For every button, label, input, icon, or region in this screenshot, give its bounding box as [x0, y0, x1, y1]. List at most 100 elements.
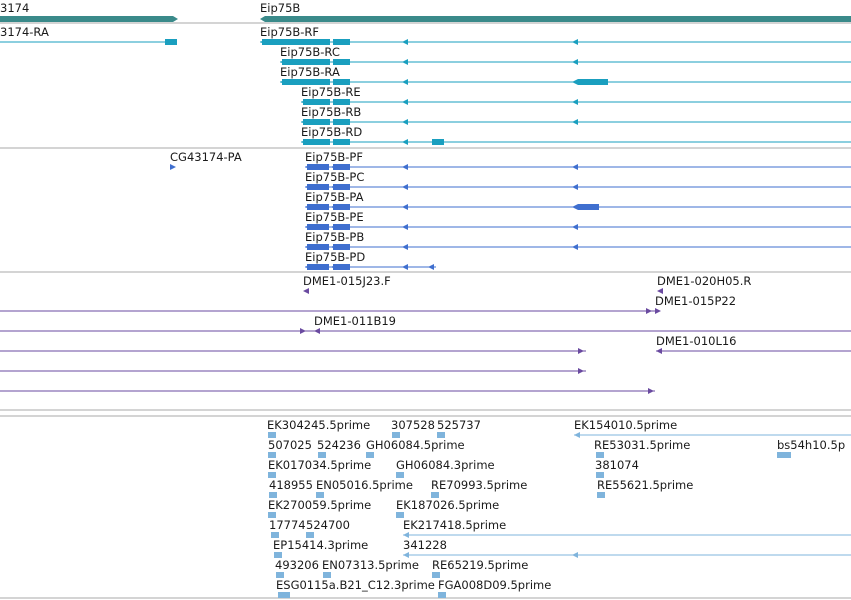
strand-arrow[interactable]	[572, 164, 578, 170]
est-label[interactable]: RE53031.5prime	[594, 438, 691, 452]
est-arrow[interactable]	[431, 492, 437, 498]
protein-label[interactable]: Eip75B-PB	[305, 230, 365, 244]
strand-arrow[interactable]	[301, 99, 307, 105]
clone-label[interactable]: DME1-020H05.R	[657, 274, 752, 288]
exon-block[interactable]	[333, 59, 350, 65]
est-arrow[interactable]	[574, 432, 580, 438]
strand-arrow[interactable]	[170, 164, 176, 170]
est-label[interactable]: GH06084.5prime	[366, 438, 465, 452]
protein-label[interactable]: CG43174-PA	[170, 150, 242, 164]
exon-block[interactable]	[282, 79, 330, 85]
transcript-label[interactable]: Eip75B-RC	[280, 45, 340, 59]
exon-block[interactable]	[333, 99, 350, 105]
exon-block[interactable]	[262, 39, 330, 45]
exon-block[interactable]	[333, 264, 350, 270]
strand-arrow[interactable]	[402, 59, 408, 65]
strand-arrow[interactable]	[656, 348, 662, 354]
strand-arrow[interactable]	[300, 328, 306, 334]
est-arrow[interactable]	[403, 552, 409, 558]
strand-arrow[interactable]	[171, 39, 177, 45]
exon-block[interactable]	[432, 139, 444, 145]
strand-arrow[interactable]	[331, 184, 337, 190]
strand-arrow[interactable]	[572, 224, 578, 230]
est-label[interactable]: 17774	[269, 518, 306, 532]
est-arrow[interactable]	[366, 452, 372, 458]
est-label[interactable]: ESG0115a.B21_C12.3prime	[276, 578, 435, 592]
strand-arrow[interactable]	[402, 244, 408, 250]
est-arrow[interactable]	[596, 452, 602, 458]
exon-block[interactable]	[303, 119, 330, 125]
strand-arrow[interactable]	[572, 119, 578, 125]
est-arrow[interactable]	[316, 492, 322, 498]
est-block[interactable]	[777, 452, 791, 458]
strand-arrow[interactable]	[305, 184, 311, 190]
strand-arrow[interactable]	[305, 244, 311, 250]
clone-label[interactable]: DME1-011B19	[314, 314, 396, 328]
transcript-label[interactable]: Eip75B-RD	[301, 125, 363, 139]
gene-bar[interactable]	[260, 16, 851, 22]
strand-arrow[interactable]	[402, 164, 408, 170]
est-label[interactable]: EK304245.5prime	[267, 418, 371, 432]
exon-block[interactable]	[333, 184, 350, 190]
protein-label[interactable]: Eip75B-PF	[305, 150, 363, 164]
transcript-label[interactable]: Eip75B-RF	[260, 25, 320, 39]
est-label[interactable]: RE55621.5prime	[597, 478, 694, 492]
exon-block[interactable]	[333, 39, 350, 45]
est-arrow[interactable]	[268, 512, 274, 518]
exon-block[interactable]	[333, 139, 350, 145]
strand-arrow[interactable]	[428, 264, 434, 270]
transcript-label[interactable]: Eip75B-RB	[301, 105, 362, 119]
clone-label[interactable]: DME1-010L16	[656, 334, 737, 348]
est-arrow[interactable]	[318, 452, 324, 458]
strand-arrow[interactable]	[331, 264, 337, 270]
strand-arrow[interactable]	[301, 119, 307, 125]
strand-arrow[interactable]	[572, 99, 578, 105]
transcript-label[interactable]: Eip75B-RE	[301, 85, 361, 99]
transcript-label[interactable]: 3174-RA	[0, 25, 49, 39]
est-arrow[interactable]	[437, 432, 443, 438]
est-label[interactable]: RE65219.5prime	[432, 558, 529, 572]
exon-block[interactable]	[333, 79, 350, 85]
est-arrow[interactable]	[306, 532, 312, 538]
strand-arrow[interactable]	[331, 224, 337, 230]
strand-arrow[interactable]	[402, 139, 408, 145]
est-arrow[interactable]	[596, 472, 602, 478]
strand-arrow[interactable]	[402, 204, 408, 210]
est-label[interactable]: EK187026.5prime	[396, 498, 500, 512]
strand-arrow[interactable]	[657, 288, 663, 294]
exon-block[interactable]	[333, 204, 350, 210]
est-label[interactable]: 507025	[268, 438, 312, 452]
exon-block[interactable]	[282, 59, 330, 65]
est-arrow[interactable]	[268, 432, 274, 438]
est-label[interactable]: 381074	[595, 458, 639, 472]
est-label[interactable]: GH06084.3prime	[396, 458, 495, 472]
strand-arrow[interactable]	[331, 204, 337, 210]
est-arrow[interactable]	[432, 572, 438, 578]
est-label[interactable]: EN05016.5prime	[316, 478, 413, 492]
strand-arrow[interactable]	[572, 244, 578, 250]
est-label[interactable]: 307528	[391, 418, 435, 432]
exon-block[interactable]	[307, 224, 329, 230]
est-label[interactable]: EK154010.5prime	[574, 418, 678, 432]
est-arrow[interactable]	[777, 452, 783, 458]
est-label[interactable]: EP15414.3prime	[273, 538, 369, 552]
strand-arrow[interactable]	[280, 79, 286, 85]
est-label[interactable]: 418955	[269, 478, 313, 492]
strand-arrow[interactable]	[305, 224, 311, 230]
strand-arrow[interactable]	[578, 368, 584, 374]
exon-block[interactable]	[333, 119, 350, 125]
exon-block[interactable]	[303, 99, 330, 105]
exon-block[interactable]	[333, 164, 350, 170]
strand-arrow[interactable]	[305, 204, 311, 210]
est-label[interactable]: 524700	[306, 518, 350, 532]
strand-arrow[interactable]	[303, 288, 309, 294]
strand-arrow[interactable]	[655, 308, 661, 314]
exon-block[interactable]	[578, 204, 599, 210]
est-arrow[interactable]	[269, 492, 275, 498]
protein-label[interactable]: Eip75B-PD	[305, 250, 366, 264]
strand-arrow[interactable]	[305, 264, 311, 270]
est-label[interactable]: RE70993.5prime	[431, 478, 528, 492]
strand-arrow[interactable]	[648, 388, 654, 394]
gene-label[interactable]: Eip75B	[260, 1, 301, 15]
